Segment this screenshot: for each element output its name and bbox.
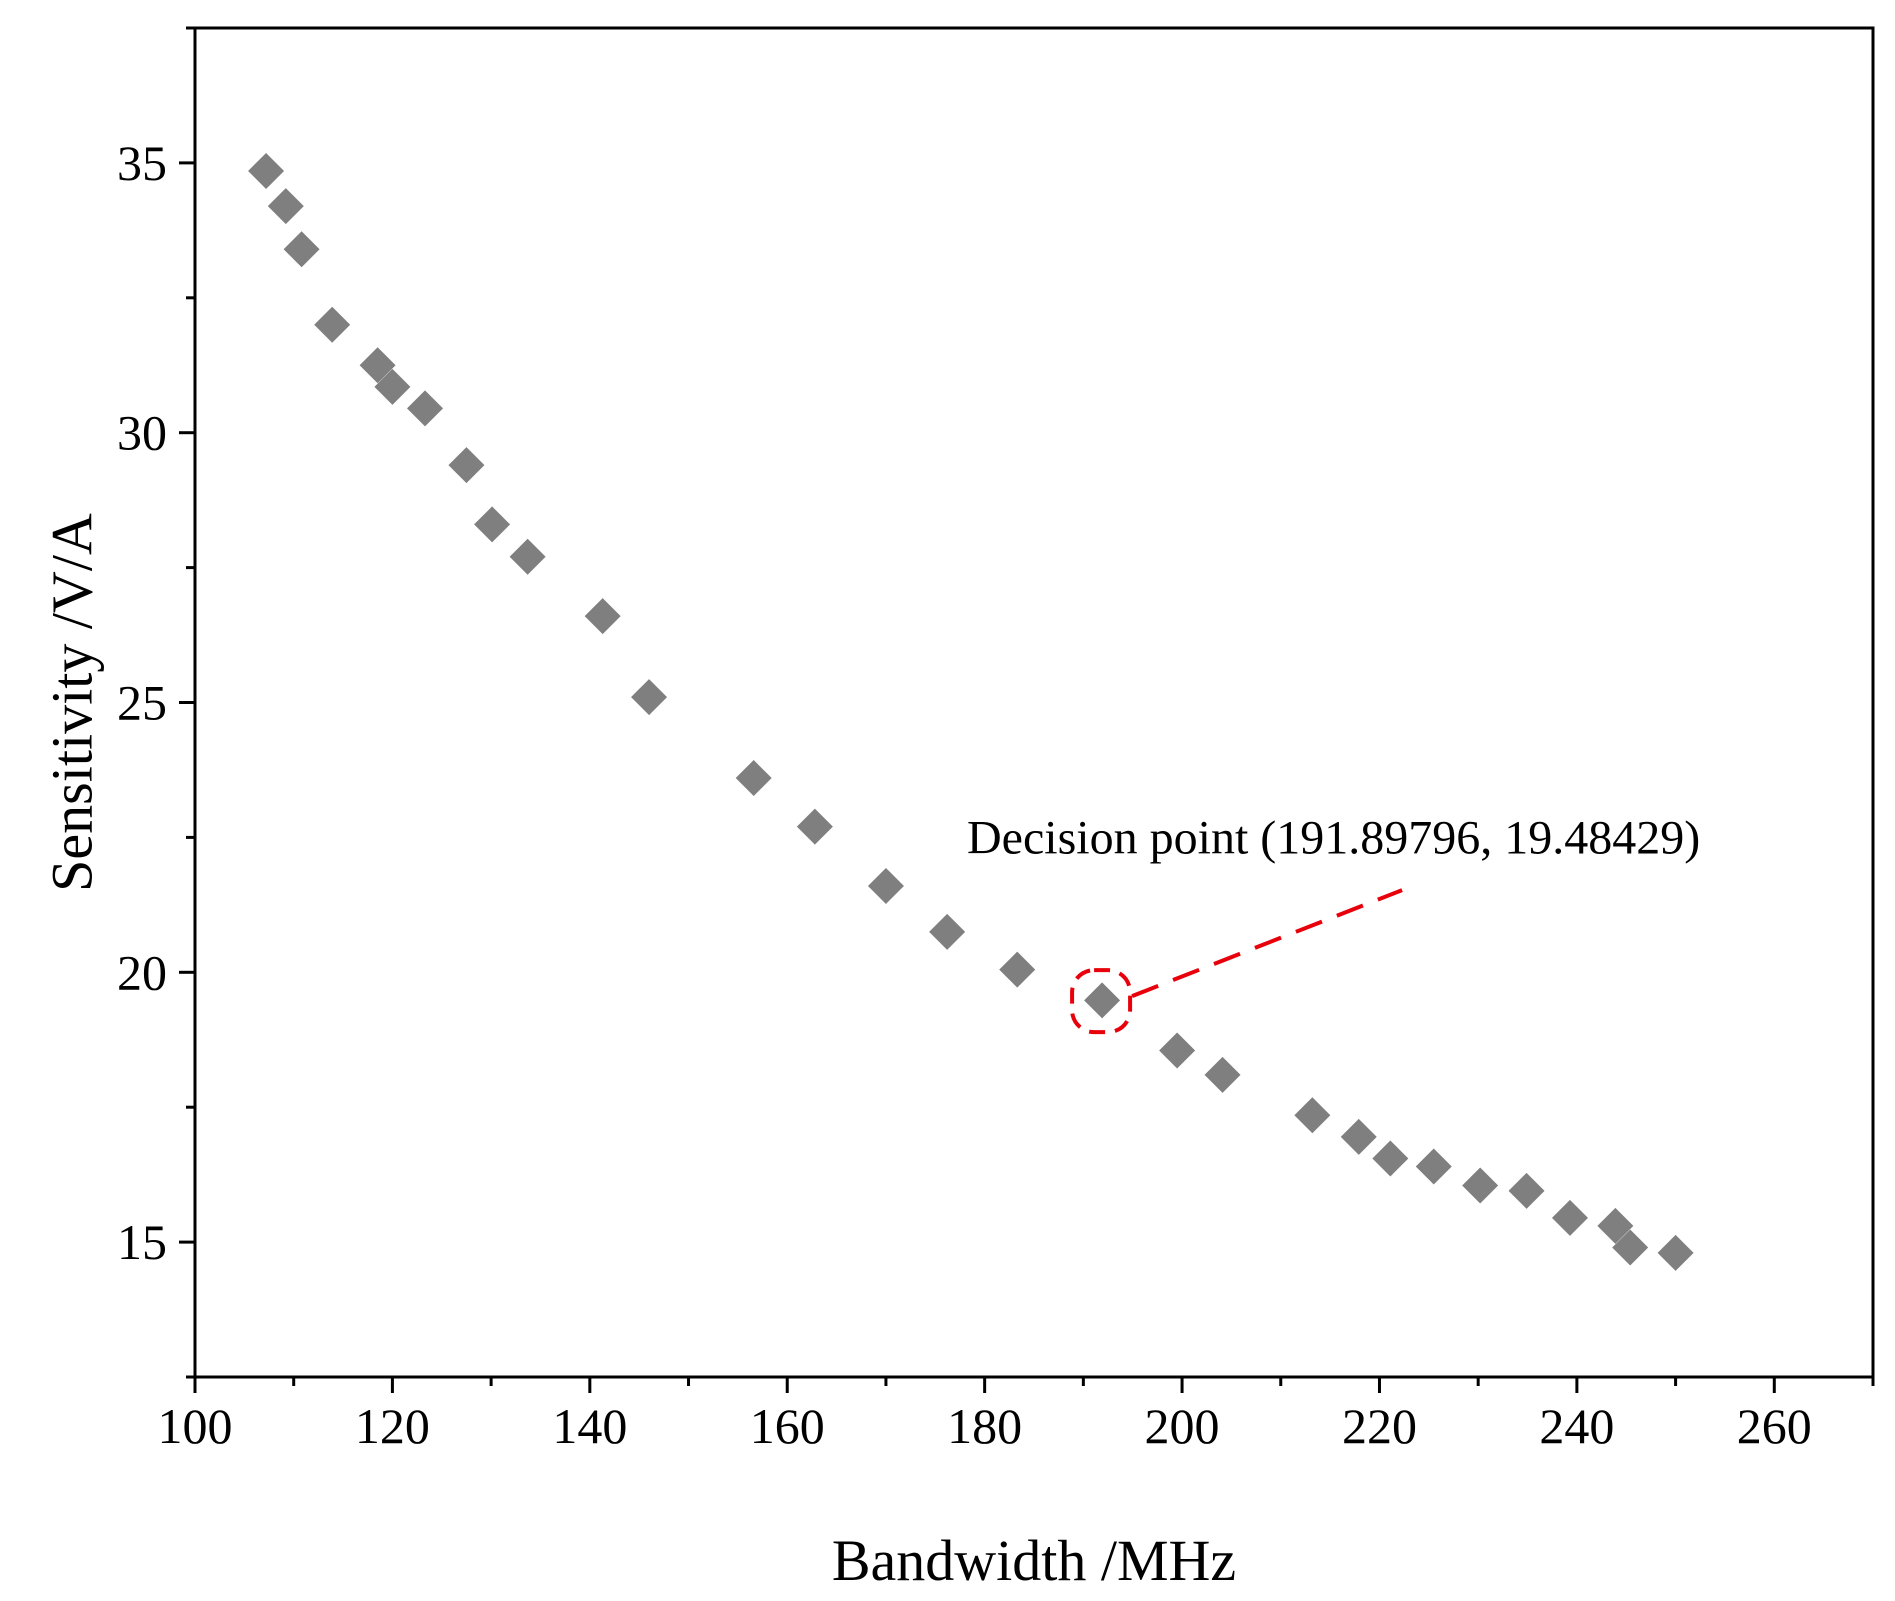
data-point (1415, 1148, 1452, 1185)
decision-point-label: Decision point (191.89796, 19.48429) (967, 812, 1700, 865)
data-point (735, 760, 772, 797)
y-tick-label: 35 (117, 135, 167, 191)
x-tick-label: 260 (1737, 1398, 1812, 1454)
data-point (1612, 1229, 1649, 1266)
data-point (1372, 1140, 1409, 1177)
data-point (406, 390, 443, 427)
decision-point-leader-line (1131, 888, 1403, 998)
plot-frame (193, 26, 1875, 1379)
data-point (1084, 982, 1121, 1019)
data-point (267, 188, 304, 225)
data-point (1508, 1172, 1545, 1209)
x-tick-label: 200 (1145, 1398, 1220, 1454)
y-tick-label: 30 (117, 405, 167, 461)
x-tick-label: 180 (947, 1398, 1022, 1454)
data-points (248, 152, 1694, 1271)
data-point (999, 951, 1036, 988)
x-axis-title: Bandwidth /MHz (832, 1528, 1236, 1593)
data-point (359, 347, 396, 384)
data-point (1551, 1199, 1588, 1236)
x-axis-ticks: 100 120 140 160 180 200 220 240 260 (158, 1377, 1875, 1454)
data-point (374, 368, 411, 405)
y-tick-label: 25 (117, 675, 167, 731)
data-point (631, 679, 668, 716)
data-point (1340, 1118, 1377, 1155)
data-point (1294, 1097, 1331, 1134)
x-tick-label: 140 (552, 1398, 627, 1454)
data-point (584, 598, 621, 635)
data-point (448, 447, 485, 484)
data-point (929, 913, 966, 950)
x-tick-label: 120 (355, 1398, 430, 1454)
x-tick-label: 100 (158, 1398, 233, 1454)
data-point (1159, 1032, 1196, 1069)
data-point (867, 867, 904, 904)
data-point (1597, 1207, 1634, 1244)
data-point (1462, 1167, 1499, 1204)
x-tick-label: 220 (1342, 1398, 1417, 1454)
data-point (474, 506, 511, 543)
data-point (509, 538, 546, 575)
x-tick-label: 160 (750, 1398, 825, 1454)
data-point (1204, 1056, 1241, 1093)
y-tick-label: 20 (117, 944, 167, 1000)
data-point (314, 306, 351, 343)
y-axis-title: Sensitivity /V/A (39, 513, 104, 892)
y-axis-ticks: 15 20 25 30 35 (117, 26, 195, 1379)
data-point (283, 231, 320, 268)
decision-point-highlight (1070, 968, 1133, 1035)
x-tick-label: 240 (1539, 1398, 1614, 1454)
data-point (796, 808, 833, 845)
data-point (1657, 1234, 1694, 1271)
decision-point-annotation: Decision point (191.89796, 19.48429) (967, 812, 1700, 1035)
y-tick-label: 15 (117, 1214, 167, 1270)
data-point (248, 152, 285, 189)
